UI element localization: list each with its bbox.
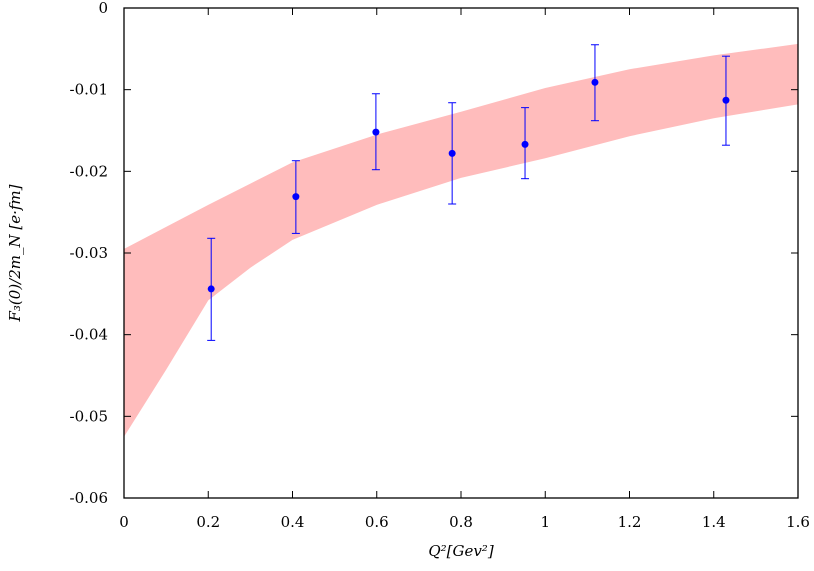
data-point <box>207 285 215 293</box>
y-axis-label: F₃(0)/2m_N [e·fm] <box>6 184 24 322</box>
y-tick-label: 0 <box>98 0 108 17</box>
x-axis-label: Q²[Gev²] <box>428 542 494 560</box>
uncertainty-band <box>124 43 798 437</box>
data-point-group <box>521 107 530 180</box>
x-tick-label: 0.6 <box>365 513 389 531</box>
x-tick-label: 0.4 <box>281 513 305 531</box>
y-tick-label: -0.03 <box>70 244 108 262</box>
data-point-group <box>371 93 380 171</box>
x-tick-label: 1.4 <box>702 513 726 531</box>
data-point-group <box>207 237 216 341</box>
data-point <box>722 96 730 104</box>
y-tick-label: -0.06 <box>70 489 108 507</box>
x-tick-label: 1 <box>540 513 550 531</box>
x-tick-label: 1.2 <box>618 513 642 531</box>
x-tick-label: 0 <box>119 513 129 531</box>
y-tick-label: -0.04 <box>70 326 108 344</box>
x-tick-label: 0.8 <box>449 513 473 531</box>
x-tick-label: 0.2 <box>196 513 220 531</box>
data-point <box>591 78 599 86</box>
y-tick-label: -0.01 <box>70 81 108 99</box>
data-point <box>521 140 529 148</box>
x-tick-label: 1.6 <box>786 513 810 531</box>
data-point <box>448 149 456 157</box>
y-tick-label: -0.02 <box>70 162 108 180</box>
data-point-group <box>721 55 730 146</box>
data-point-group <box>590 44 599 122</box>
data-point-group <box>448 102 457 205</box>
data-point-group <box>291 160 300 234</box>
y-tick-label: -0.05 <box>70 407 108 425</box>
data-point <box>292 193 300 201</box>
data-point <box>372 128 380 136</box>
